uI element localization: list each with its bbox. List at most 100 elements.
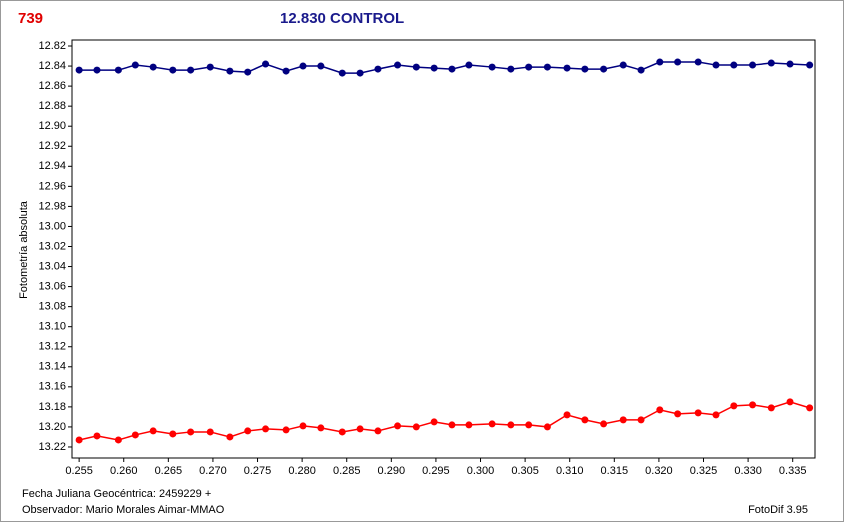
data-point — [262, 60, 270, 68]
data-point — [206, 428, 214, 436]
y-tick-label: 12.84 — [38, 60, 66, 72]
y-tick-label: 12.92 — [38, 140, 66, 152]
data-point — [430, 418, 438, 426]
x-tick-label: 0.320 — [645, 465, 673, 477]
data-point — [581, 65, 589, 73]
data-point — [282, 426, 290, 434]
data-point — [600, 65, 608, 73]
data-point — [206, 63, 214, 71]
observer: Observador: Mario Morales Aimar-MMAO — [22, 504, 225, 516]
data-point — [730, 61, 738, 69]
data-point — [637, 66, 645, 74]
data-point — [448, 65, 456, 73]
x-tick-label: 0.330 — [734, 465, 762, 477]
y-tick-label: 13.22 — [38, 441, 66, 453]
y-tick-label: 13.04 — [38, 260, 66, 272]
data-point — [600, 420, 608, 428]
y-tick-label: 12.98 — [38, 200, 66, 212]
data-point — [767, 59, 775, 67]
series-line — [78, 401, 810, 441]
data-point — [317, 62, 325, 70]
data-point — [543, 423, 551, 431]
data-point — [656, 406, 664, 414]
data-point — [563, 64, 571, 72]
data-point — [563, 411, 571, 419]
y-tick-label: 13.12 — [38, 341, 66, 353]
data-point — [430, 64, 438, 72]
data-point — [806, 404, 814, 412]
data-point — [356, 69, 364, 77]
data-point — [75, 66, 83, 74]
x-tick-label: 0.260 — [110, 465, 138, 477]
data-point — [619, 61, 627, 69]
y-tick-label: 12.86 — [38, 80, 66, 92]
y-tick-label: 13.00 — [38, 220, 66, 232]
data-point — [299, 422, 307, 430]
plot-area — [71, 39, 816, 459]
x-tick-label: 0.265 — [155, 465, 183, 477]
x-tick-label: 0.275 — [244, 465, 272, 477]
data-point — [465, 61, 473, 69]
data-point — [412, 423, 420, 431]
data-point — [374, 427, 382, 435]
data-point — [730, 402, 738, 410]
y-axis-label: Fotometría absoluta — [18, 200, 30, 299]
data-point — [356, 425, 364, 433]
x-tick-label: 0.285 — [333, 465, 361, 477]
data-point — [712, 61, 720, 69]
data-point — [488, 420, 496, 428]
data-point — [226, 67, 234, 75]
y-tick-label: 12.82 — [38, 40, 66, 52]
data-point — [93, 432, 101, 440]
data-point — [114, 66, 122, 74]
x-tick-label: 0.270 — [199, 465, 227, 477]
data-point — [114, 436, 122, 444]
x-axis-label: Fecha Juliana Geocéntrica: 2459229 + — [22, 488, 211, 500]
x-tick-label: 0.315 — [601, 465, 629, 477]
data-point — [543, 63, 551, 71]
data-point — [374, 65, 382, 73]
data-point — [169, 430, 177, 438]
data-point — [694, 409, 702, 417]
data-point — [226, 433, 234, 441]
y-tick-label: 12.88 — [38, 100, 66, 112]
y-tick-label: 13.06 — [38, 280, 66, 292]
data-point — [244, 427, 252, 435]
data-point — [282, 67, 290, 75]
x-tick-label: 0.310 — [556, 465, 584, 477]
x-tick-label: 0.325 — [690, 465, 718, 477]
chart-title: 12.830 CONTROL — [280, 10, 404, 27]
data-point — [131, 61, 139, 69]
data-point — [317, 424, 325, 432]
data-point — [507, 421, 515, 429]
data-point — [244, 68, 252, 76]
y-tick-label: 13.08 — [38, 301, 66, 313]
data-point — [262, 425, 270, 433]
x-tick-label: 0.290 — [378, 465, 406, 477]
data-point — [299, 62, 307, 70]
y-tick-label: 13.02 — [38, 240, 66, 252]
y-tick-label: 13.10 — [38, 321, 66, 333]
y-tick-label: 13.14 — [38, 361, 66, 373]
data-point — [465, 421, 473, 429]
software: FotoDif 3.95 — [748, 504, 808, 516]
data-point — [674, 58, 682, 66]
data-point — [448, 421, 456, 429]
data-point — [394, 422, 402, 430]
data-point — [694, 58, 702, 66]
data-point — [656, 58, 664, 66]
y-tick-label: 12.94 — [38, 160, 66, 172]
x-tick-label: 0.280 — [288, 465, 316, 477]
data-point — [786, 60, 794, 68]
data-point — [75, 436, 83, 444]
data-point — [169, 66, 177, 74]
series-line — [79, 61, 810, 74]
data-point — [187, 428, 195, 436]
data-point — [338, 428, 346, 436]
data-point — [749, 61, 757, 69]
data-point — [806, 61, 814, 69]
data-point — [93, 66, 101, 74]
data-point — [637, 416, 645, 424]
data-point — [767, 404, 775, 412]
data-point — [749, 401, 757, 409]
